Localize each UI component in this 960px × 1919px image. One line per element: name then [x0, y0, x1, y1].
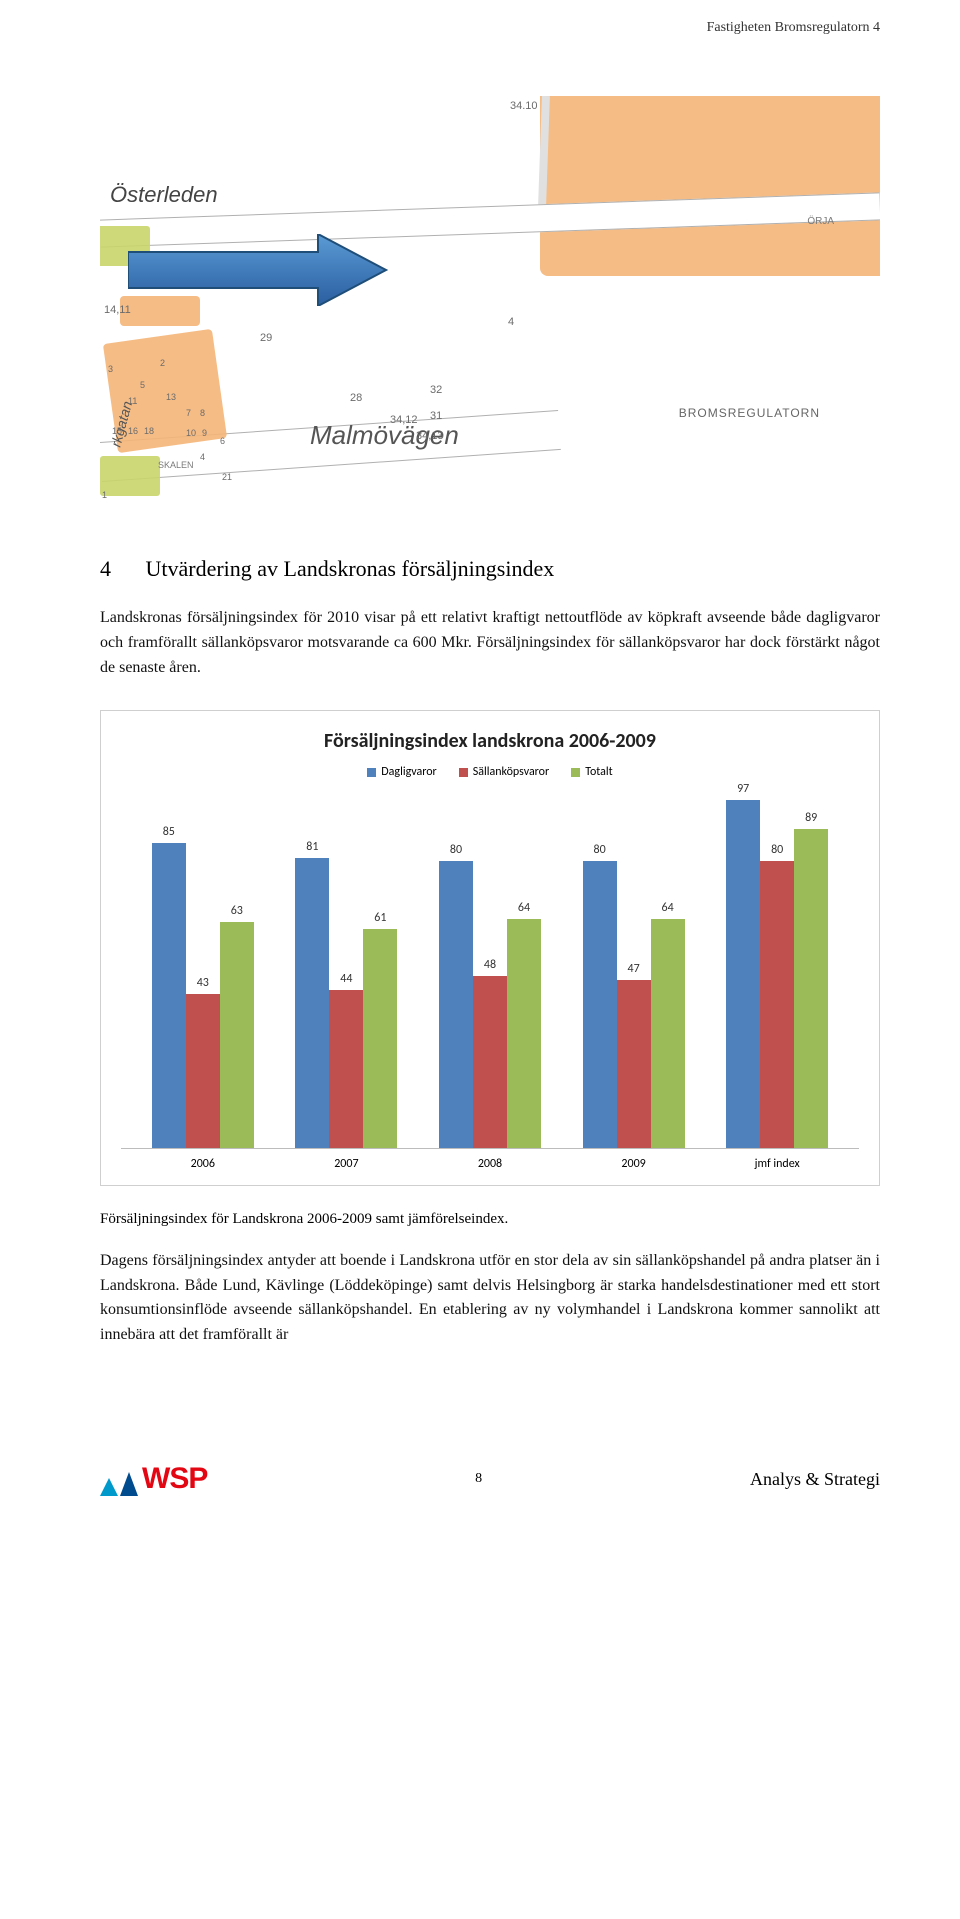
lot-number: 2: [160, 358, 165, 368]
x-axis-label: 2007: [275, 1157, 419, 1171]
legend-item: Totalt: [571, 765, 613, 779]
lot-number: 11: [128, 396, 137, 406]
x-axis-label: 2009: [562, 1157, 706, 1171]
bar-group: 804864: [418, 789, 562, 1148]
bar: 64: [507, 919, 541, 1149]
lot-number: 34,13: [416, 430, 444, 442]
bar-value-label: 81: [295, 840, 329, 854]
x-axis-label: 2006: [131, 1157, 275, 1171]
bar: 48: [473, 976, 507, 1148]
section-title-text: Utvärdering av Landskronas försäljningsi…: [146, 556, 555, 581]
lot-number: 29: [260, 332, 272, 344]
parcel-main: [540, 96, 880, 276]
bar: 44: [329, 990, 363, 1148]
lot-number: 13: [166, 392, 176, 402]
bar: 81: [295, 858, 329, 1149]
bar-value-label: 80: [583, 843, 617, 857]
lot-number: 6: [220, 436, 225, 446]
x-axis-label: 2008: [418, 1157, 562, 1171]
wsp-logo: WSP: [100, 1462, 207, 1496]
running-header: Fastigheten Bromsregulatorn 4: [0, 0, 960, 36]
paragraph-analysis: Dagens försäljningsindex antyder att boe…: [100, 1249, 880, 1348]
bar-group: 814461: [275, 789, 419, 1148]
lot-number: 18: [144, 426, 154, 436]
bar-value-label: 64: [651, 901, 685, 915]
district-label-orja: ÖRJA: [807, 216, 834, 227]
lot-number-center: 4: [508, 316, 514, 328]
legend-item: Sällanköpsvaror: [459, 765, 549, 779]
lot-number: 21: [222, 472, 232, 482]
lot-number: 34,12: [390, 414, 418, 426]
section-heading: 4 Utvärdering av Landskronas försäljning…: [100, 556, 880, 582]
bar: 64: [651, 919, 685, 1149]
bar-value-label: 85: [152, 825, 186, 839]
lot-number: 7: [186, 408, 191, 418]
lot-number: 31: [430, 410, 442, 422]
legend-swatch: [459, 768, 468, 777]
bar: 61: [363, 929, 397, 1148]
sales-index-chart: Försäljningsindex landskrona 2006-2009 D…: [100, 710, 880, 1186]
x-axis-label: jmf index: [705, 1157, 849, 1171]
district-label-skalen: SKALEN: [158, 460, 194, 470]
bar: 85: [152, 843, 186, 1148]
direction-arrow-icon: [128, 234, 388, 306]
paragraph-intro: Landskronas försäljningsindex för 2010 v…: [100, 606, 880, 680]
map-illustration: Österleden Malmövägen BROMSREGULATORN rk…: [100, 96, 880, 516]
bar-value-label: 48: [473, 958, 507, 972]
legend-swatch: [367, 768, 376, 777]
road-label-osterleden: Österleden: [110, 182, 218, 208]
lot-number: 3: [108, 364, 113, 374]
logo-mark-icon: [100, 1470, 138, 1496]
bar: 97: [726, 800, 760, 1148]
logo-text: WSP: [142, 1462, 207, 1496]
footer-right-text: Analys & Strategi: [750, 1469, 880, 1490]
bar-value-label: 80: [760, 843, 794, 857]
bar-value-label: 43: [186, 976, 220, 990]
legend-swatch: [571, 768, 580, 777]
lot-number: 5: [140, 380, 145, 390]
legend-label: Dagligvaror: [381, 765, 436, 779]
area-label-bromsregulatorn: BROMSREGULATORN: [679, 406, 820, 420]
bar-value-label: 64: [507, 901, 541, 915]
chart-title: Försäljningsindex landskrona 2006-2009: [121, 729, 859, 753]
chart-legend: Dagligvaror Sällanköpsvaror Totalt: [121, 765, 859, 779]
bar-group: 978089: [705, 789, 849, 1148]
lot-number: 4: [200, 452, 205, 462]
bar: 80: [439, 861, 473, 1148]
lot-number: 32: [430, 384, 442, 396]
bar: 80: [583, 861, 617, 1148]
lot-number: 34.10: [510, 100, 538, 112]
bar-group: 804764: [562, 789, 706, 1148]
lot-number: 9: [202, 428, 207, 438]
legend-label: Sällanköpsvaror: [473, 765, 549, 779]
bar-value-label: 47: [617, 962, 651, 976]
bar-group: 854363: [131, 789, 275, 1148]
bar-value-label: 61: [363, 911, 397, 925]
legend-item: Dagligvaror: [367, 765, 436, 779]
section-number: 4: [100, 556, 140, 582]
lot-number: 16: [128, 426, 138, 436]
lot-number: 8: [200, 408, 205, 418]
bar: 89: [794, 829, 828, 1149]
lot-number: 28: [350, 392, 362, 404]
lot-number: 14,11: [104, 304, 131, 316]
lot-number: 10: [186, 428, 196, 438]
bar: 43: [186, 994, 220, 1148]
lot-number: 15: [112, 426, 122, 436]
bar: 80: [760, 861, 794, 1148]
bar-value-label: 89: [794, 811, 828, 825]
bar-value-label: 80: [439, 843, 473, 857]
figure-caption: Försäljningsindex för Landskrona 2006-20…: [100, 1208, 880, 1231]
parcel-green-a: [100, 456, 160, 496]
legend-label: Totalt: [585, 765, 613, 779]
lot-number: 1: [102, 490, 107, 500]
page-body: Österleden Malmövägen BROMSREGULATORN rk…: [0, 36, 960, 1402]
bar-value-label: 97: [726, 782, 760, 796]
bar: 63: [220, 922, 254, 1148]
page-number: 8: [475, 1471, 482, 1487]
bar-value-label: 63: [220, 904, 254, 918]
bar: 47: [617, 980, 651, 1149]
page-footer: WSP 8 Analys & Strategi: [0, 1462, 960, 1536]
bar-value-label: 44: [329, 972, 363, 986]
